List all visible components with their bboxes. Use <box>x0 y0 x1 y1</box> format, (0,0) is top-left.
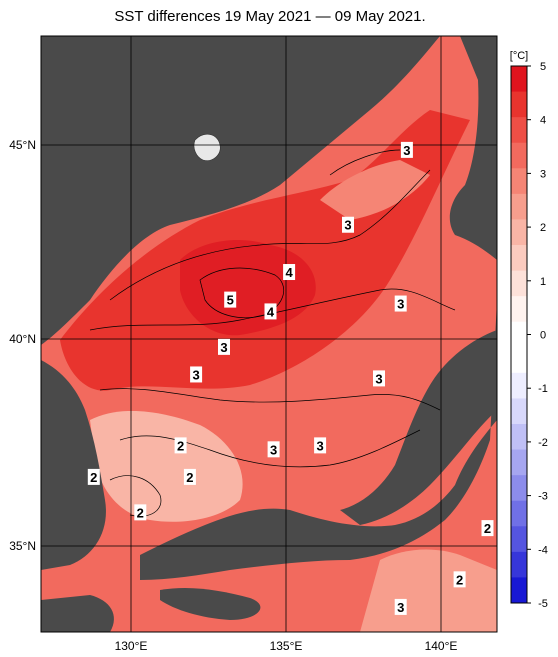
colorbar-swatch <box>511 91 527 118</box>
colorbar-tick-label: 1 <box>540 276 546 288</box>
land-hokkaido <box>449 36 497 260</box>
contour-label: 3 <box>190 366 203 383</box>
svg-text:2: 2 <box>484 521 491 536</box>
svg-text:2: 2 <box>137 505 144 520</box>
lat-label-40: 40°N <box>9 332 36 346</box>
cool-band-north <box>320 160 430 220</box>
colorbar-tick-label: 5 <box>540 61 546 73</box>
colorbar-swatch <box>511 500 527 527</box>
colorbar-tick-label: 3 <box>540 168 546 180</box>
land-shikoku <box>160 587 261 620</box>
colorbar-swatch <box>511 321 527 348</box>
contour-label: 3 <box>394 598 407 615</box>
contour-label: 3 <box>218 338 230 355</box>
colorbar-swatch <box>511 296 527 323</box>
colorbar-tick-label: -3 <box>538 491 548 503</box>
lon-label-130: 130°E <box>115 639 148 653</box>
svg-text:4: 4 <box>285 265 293 280</box>
map-title: SST differences 19 May 2021 — 09 May 202… <box>114 8 426 25</box>
svg-text:5: 5 <box>227 293 234 308</box>
colorbar-swatch <box>511 168 527 195</box>
contour-label: 2 <box>453 571 466 588</box>
land-honshu-west <box>340 330 497 525</box>
land-korea <box>41 360 106 570</box>
contour-label: 3 <box>394 295 407 312</box>
colorbar-swatch <box>511 245 527 272</box>
colorbar-swatch <box>511 219 527 246</box>
svg-text:3: 3 <box>316 438 323 453</box>
colorbar-swatch <box>511 193 527 220</box>
svg-text:3: 3 <box>397 297 404 312</box>
colorbar-tick-label: 2 <box>540 222 546 234</box>
colorbar-swatch <box>511 66 527 93</box>
lon-label-135: 135°E <box>270 639 303 653</box>
contour-label: 4 <box>283 264 296 281</box>
svg-text:3: 3 <box>270 442 277 457</box>
svg-text:3: 3 <box>397 600 404 615</box>
colorbar-tick-label: 0 <box>540 330 546 342</box>
contour-label: 3 <box>314 437 327 454</box>
colorbar-swatch <box>511 398 527 425</box>
map-body: 3 3 4 5 4 3 3 3 3 2 3 3 2 2 2 2 2 3 <box>41 36 497 632</box>
cool-band-south <box>90 410 243 522</box>
svg-text:4: 4 <box>267 304 275 319</box>
contour-label: 3 <box>267 441 280 458</box>
colorbar-swatch <box>511 372 527 399</box>
lat-label-45: 45°N <box>9 138 36 152</box>
colorbar-swatch <box>511 424 527 451</box>
colorbar-tick-label: -1 <box>538 383 548 395</box>
svg-text:2: 2 <box>177 438 184 453</box>
lon-label-140: 140°E <box>425 639 458 653</box>
colorbar-swatch <box>511 526 527 553</box>
colorbar-swatch <box>511 551 527 578</box>
contour-label: 2 <box>183 468 196 485</box>
colorbar-tick-label: -4 <box>538 544 548 556</box>
contour-label: 2 <box>481 520 494 537</box>
colorbar-swatch <box>511 577 527 604</box>
contour-label: 2 <box>174 437 187 454</box>
svg-text:3: 3 <box>403 143 410 158</box>
island <box>193 133 221 161</box>
colorbar-swatch <box>511 117 527 144</box>
land-kyushu <box>41 595 114 632</box>
lat-label-35: 35°N <box>9 539 36 553</box>
colorbar-swatch <box>511 475 527 502</box>
svg-text:2: 2 <box>90 470 97 485</box>
contour-label: 3 <box>342 216 354 233</box>
map-frame <box>40 35 498 633</box>
cool-band-east <box>360 549 497 632</box>
colorbar-unit: [°C] <box>510 50 528 62</box>
svg-text:3: 3 <box>192 367 199 382</box>
contour-label: 4 <box>264 303 277 320</box>
colorbar-swatch <box>511 270 527 297</box>
svg-text:3: 3 <box>344 218 351 233</box>
contour-label: 2 <box>87 468 100 485</box>
colorbar-swatch <box>511 142 527 169</box>
colorbar-tick-label: -2 <box>538 437 548 449</box>
contour-label-layer: 3 3 4 5 4 3 3 3 3 2 3 3 2 2 2 2 2 3 <box>87 141 494 615</box>
colorbar-ticks: 5 4 3 2 1 0 -1 -2 -3 -4 -5 <box>527 61 548 610</box>
colorbar <box>510 65 528 604</box>
contour-label: 5 <box>224 291 237 308</box>
svg-text:2: 2 <box>456 572 463 587</box>
land-asia <box>41 36 440 345</box>
colorbar-tick-label: 4 <box>540 115 546 127</box>
colorbar-swatch <box>511 449 527 476</box>
svg-text:3: 3 <box>220 340 227 355</box>
colorbar-swatch <box>511 347 527 374</box>
graticule <box>41 36 497 632</box>
land-honshu <box>140 300 497 580</box>
svg-text:2: 2 <box>186 470 193 485</box>
svg-text:3: 3 <box>375 371 382 386</box>
contour-label: 3 <box>400 141 413 158</box>
contour-label: 2 <box>134 504 147 521</box>
colorbar-tick-label: -5 <box>538 598 548 610</box>
contour-label: 3 <box>373 370 385 387</box>
